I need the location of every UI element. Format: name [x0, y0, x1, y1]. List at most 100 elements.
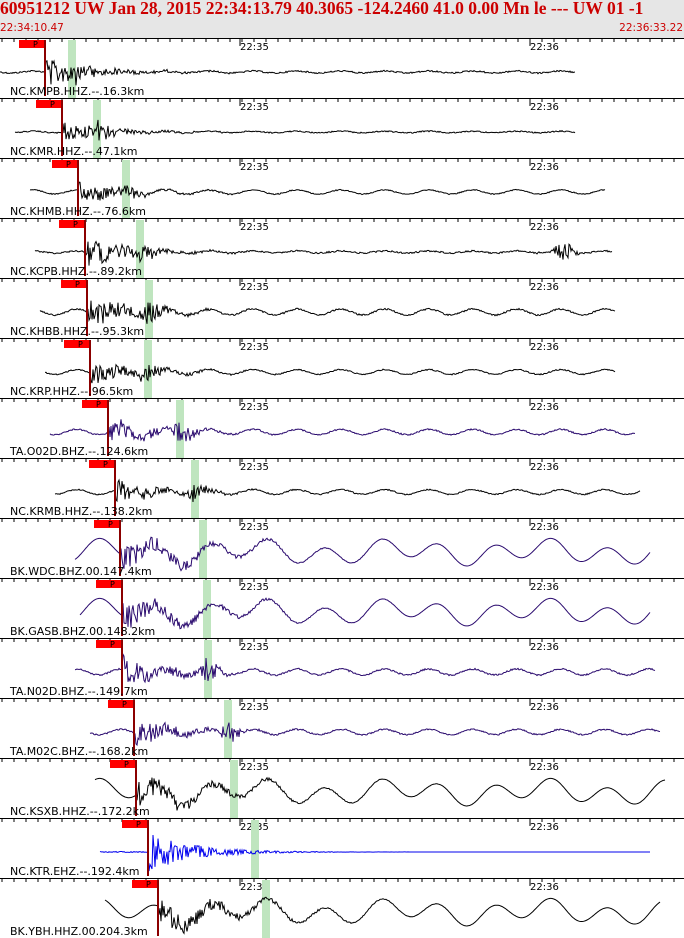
p-pick-label: P — [73, 220, 78, 229]
waveform-trace — [94, 776, 666, 811]
station-label: NC.KSXB.HHZ.--.172.2km — [10, 805, 150, 818]
waveform-trace — [74, 652, 656, 684]
p-pick-flag — [122, 820, 148, 828]
p-pick-label: P — [124, 760, 129, 769]
waveform-trace — [44, 363, 616, 384]
time-tick-label: 22:35 — [240, 102, 269, 113]
p-pick-label: P — [136, 820, 141, 829]
p-pick-flag — [108, 700, 134, 708]
waveform-trace — [14, 119, 576, 141]
p-pick-label: P — [110, 640, 115, 649]
time-tick-label: 22:35 — [240, 342, 269, 353]
p-pick-flag — [64, 340, 90, 348]
waveform-trace — [54, 478, 641, 503]
waveform-trace — [79, 597, 651, 630]
s-arrival-window — [203, 580, 211, 638]
p-pick-label: P — [75, 280, 80, 289]
time-tick-label: 22:36 — [530, 642, 559, 653]
station-label: NC.KMPB.HHZ.--.16.3km — [10, 85, 144, 98]
s-arrival-window — [136, 220, 144, 278]
time-tick-label: 22:35 — [240, 42, 269, 53]
waveform-trace — [89, 721, 661, 747]
time-tick-label: 22:35 — [240, 582, 269, 593]
s-arrival-window — [224, 700, 232, 758]
event-title: 60951212 UW Jan 28, 2015 22:34:13.79 40.… — [0, 0, 644, 18]
s-arrival-window — [199, 520, 207, 578]
p-pick-label: P — [103, 460, 108, 469]
p-pick-label: P — [110, 580, 115, 589]
s-arrival-window — [262, 880, 270, 938]
p-pick-flag — [110, 760, 136, 768]
station-label: NC.KHBB.HHZ.--.95.3km — [10, 325, 144, 338]
time-tick-label: 22:35 — [240, 402, 269, 413]
waveform-trace — [49, 419, 635, 442]
s-arrival-window — [230, 760, 238, 818]
time-tick-label: 22:36 — [530, 822, 559, 833]
waveform-trace — [29, 181, 606, 201]
p-pick-flag — [96, 580, 122, 588]
time-tick-label: 22:36 — [530, 162, 559, 173]
time-tick-label: 22:35 — [240, 162, 269, 173]
time-tick-label: 22:36 — [530, 522, 559, 533]
waveform-trace — [39, 300, 616, 324]
waveform-trace — [0, 59, 575, 86]
s-arrival-window — [204, 640, 212, 698]
station-label: BK.GASB.BHZ.00.148.2km — [10, 625, 155, 638]
station-label: TA.N02D.BHZ.--.149.7km — [9, 685, 148, 698]
s-arrival-window — [176, 400, 184, 458]
time-tick-label: 22:35 — [240, 882, 269, 893]
p-pick-label: P — [122, 700, 127, 709]
p-pick-flag — [19, 40, 45, 48]
station-label: NC.KCPB.HHZ.--.89.2km — [10, 265, 142, 278]
p-pick-flag — [52, 160, 78, 168]
seismogram-panel: 22:35 22:36 P NC.KMPB.HHZ.--.16.3km 22:35 22:… — [0, 38, 684, 938]
time-tick-label: 22:35 — [240, 462, 269, 473]
p-pick-flag — [89, 460, 115, 468]
time-tick-label: 22:36 — [530, 762, 559, 773]
p-pick-label: P — [78, 340, 83, 349]
s-arrival-window — [68, 40, 76, 98]
time-tick-label: 22:35 — [240, 762, 269, 773]
window-start-time: 22:34:10.47 — [0, 22, 64, 34]
s-arrival-window — [93, 100, 101, 158]
station-label: TA.O02D.BHZ.--.124.6km — [9, 445, 148, 458]
time-tick-label: 22:35 — [240, 702, 269, 713]
p-pick-flag — [96, 640, 122, 648]
time-tick-label: 22:36 — [530, 102, 559, 113]
waveform-trace — [99, 834, 650, 872]
window-end-time: 22:36:33.22 — [619, 22, 683, 34]
station-label: BK.WDC.BHZ.00.147.4km — [10, 565, 152, 578]
waveform-trace — [74, 536, 651, 572]
time-tick-label: 22:35 — [240, 282, 269, 293]
time-tick-label: 22:36 — [530, 882, 559, 893]
p-pick-flag — [82, 400, 108, 408]
s-arrival-window — [191, 460, 199, 518]
time-tick-label: 22:36 — [530, 462, 559, 473]
p-pick-label: P — [33, 40, 38, 49]
time-tick-label: 22:36 — [530, 222, 559, 233]
p-pick-label: P — [66, 160, 71, 169]
p-pick-flag — [61, 280, 87, 288]
p-pick-flag — [94, 520, 120, 528]
waveform-trace — [104, 896, 661, 935]
p-pick-flag — [36, 100, 62, 108]
p-pick-label: P — [146, 880, 151, 889]
p-pick-label: P — [108, 520, 113, 529]
time-tick-label: 22:36 — [530, 402, 559, 413]
p-pick-label: P — [50, 100, 55, 109]
station-label: NC.KTR.EHZ.--.192.4km — [10, 865, 140, 878]
time-tick-label: 22:35 — [240, 642, 269, 653]
station-label: NC.KMR.HHZ.--.47.1km — [10, 145, 137, 158]
station-label: NC.KRMB.HHZ.--.138.2km — [10, 505, 152, 518]
time-tick-label: 22:36 — [530, 342, 559, 353]
s-arrival-window — [122, 160, 130, 218]
time-tick-label: 22:35 — [240, 522, 269, 533]
station-label: NC.KRP.HHZ.--.96.5km — [10, 385, 133, 398]
event-header: 60951212 UW Jan 28, 2015 22:34:13.79 40.… — [0, 0, 684, 38]
time-tick-label: 22:35 — [240, 222, 269, 233]
s-arrival-window — [144, 340, 152, 398]
station-label: NC.KHMB.HHZ.--.76.6km — [10, 205, 146, 218]
time-tick-label: 22:36 — [530, 702, 559, 713]
p-pick-label: P — [96, 400, 101, 409]
waveform-trace — [34, 240, 613, 266]
